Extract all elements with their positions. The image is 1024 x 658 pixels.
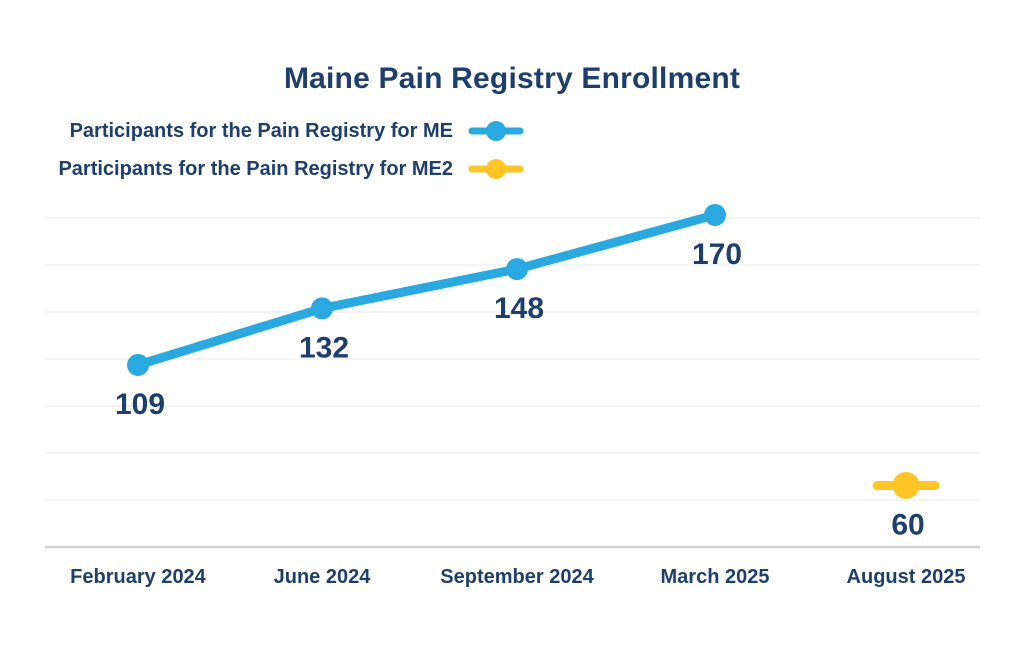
data-point-label: 132 [299, 331, 349, 364]
data-point[interactable] [311, 297, 333, 320]
chart-title: Maine Pain Registry Enrollment [283, 62, 741, 95]
data-point-label: 109 [115, 388, 165, 421]
series-me: 109 132 148 170 [115, 203, 742, 421]
legend: Participants for the Pain Registry for M… [40, 118, 525, 182]
data-point-label: 148 [494, 292, 544, 325]
line-dot-marker-icon [468, 121, 524, 141]
data-point[interactable] [704, 203, 726, 226]
legend-label-me: Participants for the Pain Registry for M… [69, 119, 453, 142]
x-axis-label: September 2024 [440, 566, 594, 588]
data-point-label: 60 [891, 508, 924, 541]
data-point[interactable] [127, 353, 149, 376]
x-axis-label: February 2024 [70, 566, 207, 588]
x-axis-label: June 2024 [274, 566, 372, 588]
x-axis-label: March 2025 [661, 566, 770, 588]
series-line [133, 210, 720, 370]
series-me2: 60 [872, 471, 940, 541]
data-point-label: 170 [692, 238, 742, 271]
legend-label-me2: Participants for the Pain Registry for M… [58, 157, 453, 180]
gridlines [45, 217, 980, 501]
legend-item-me2[interactable]: Participants for the Pain Registry for M… [58, 156, 525, 182]
line-dot-marker-icon [468, 159, 524, 179]
data-point[interactable] [506, 258, 528, 281]
data-point[interactable] [892, 471, 920, 499]
x-axis-label: August 2025 [847, 566, 966, 588]
legend-item-me[interactable]: Participants for the Pain Registry for M… [70, 118, 525, 144]
x-axis-labels: February 2024 June 2024 September 2024 Marc… [70, 566, 965, 588]
